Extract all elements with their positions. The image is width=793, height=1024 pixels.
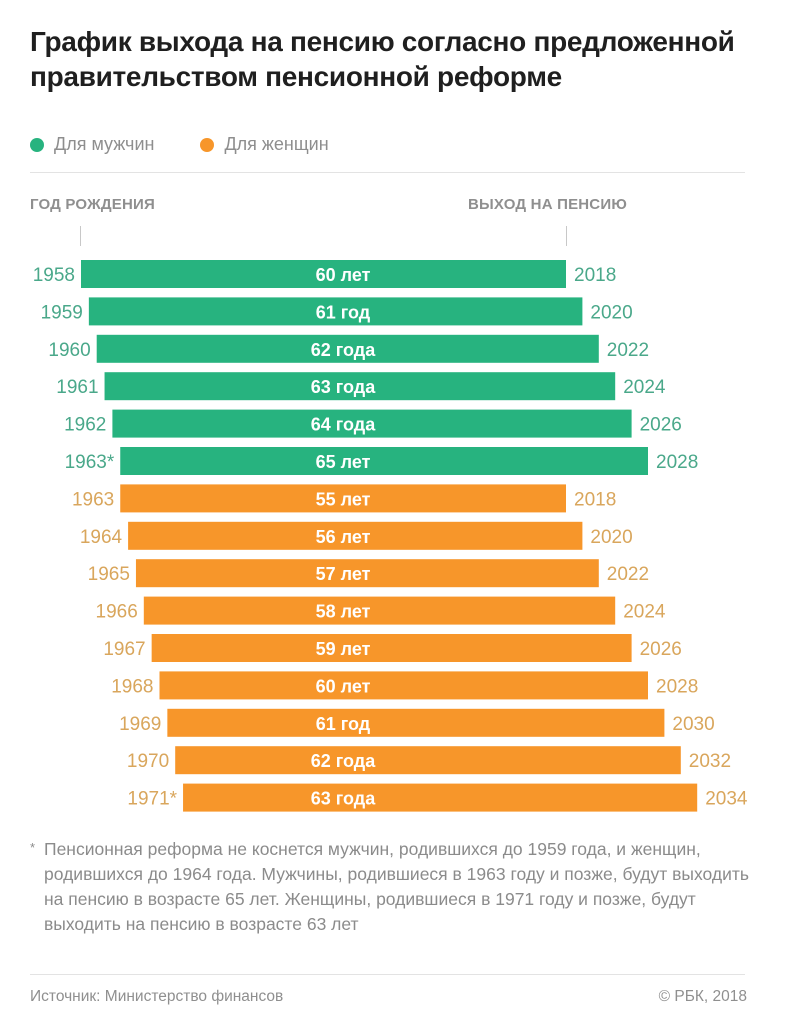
bar-row-women-1968: 1968 60 лет 2028 — [111, 671, 698, 700]
birth-year-label: 1961 — [56, 377, 98, 398]
header-retirement: ВЫХОД НА ПЕНСИЮ — [468, 196, 627, 213]
bar-women-1964 — [128, 521, 583, 550]
bar-row-men-1963: 1963* 65 лет 2028 — [65, 447, 698, 475]
footnote-text: Пенсионная реформа не коснется мужчин, р… — [44, 839, 750, 934]
bar-women-1963 — [120, 484, 566, 513]
birth-year-label: 1959 — [41, 302, 83, 323]
retirement-year-label: 2028 — [656, 452, 698, 473]
age-label: 62 года — [311, 751, 376, 771]
legend-item-women: Для женщин — [200, 134, 329, 155]
bar-men-1958 — [81, 260, 566, 288]
bar-row-women-1964: 1964 56 лет 2020 — [80, 521, 633, 550]
chart-title: График выхода на пенсию согласно предлож… — [30, 26, 735, 92]
birth-year-label: 1968 — [111, 676, 153, 697]
bar-row-women-1965: 1965 57 лет 2022 — [88, 559, 649, 588]
bar-row-men-1962: 1962 64 года 2026 — [64, 409, 682, 438]
bar-row-men-1960: 1960 62 года 2022 — [48, 334, 649, 363]
retirement-year-label: 2022 — [607, 564, 649, 585]
birth-year-label: 1960 — [48, 340, 90, 361]
retirement-year-label: 2018 — [574, 265, 616, 286]
birth-year-label: 1967 — [103, 639, 145, 660]
bar-row-women-1967: 1967 59 лет 2026 — [103, 634, 682, 662]
retirement-year-label: 2024 — [623, 377, 666, 398]
bar-row-women-1970: 1970 62 года 2032 — [127, 746, 731, 775]
legend-label-men: Для мужчин — [54, 134, 155, 154]
tick-birth — [80, 226, 81, 246]
retirement-year-label: 2034 — [705, 789, 748, 810]
bar-women-1970 — [175, 746, 681, 775]
retirement-year-label: 2022 — [607, 340, 649, 361]
birth-year-label: 1965 — [88, 564, 130, 585]
header-birth-year: ГОД РОЖДЕНИЯ — [30, 196, 155, 213]
retirement-year-label: 2026 — [640, 415, 682, 436]
bar-row-women-1966: 1966 58 лет 2024 — [96, 596, 666, 625]
age-label: 65 лет — [316, 452, 371, 472]
legend: Для мужчин Для женщин — [30, 134, 329, 155]
age-label: 60 лет — [316, 265, 371, 285]
legend-item-men: Для мужчин — [30, 134, 154, 155]
bar-row-men-1959: 1959 61 год 2020 — [41, 297, 633, 326]
bar-men-1960 — [96, 334, 599, 363]
bar-row-women-1963: 1963 55 лет 2018 — [72, 484, 616, 513]
retirement-year-label: 2028 — [656, 676, 698, 697]
birth-year-label: 1958 — [33, 265, 75, 286]
retirement-year-label: 2024 — [623, 602, 666, 623]
retirement-year-label: 2018 — [574, 489, 616, 510]
retirement-year-label: 2030 — [672, 714, 714, 735]
bar-row-men-1961: 1961 63 года 2024 — [56, 372, 666, 401]
retirement-year-label: 2020 — [590, 527, 632, 548]
legend-dot-men-icon — [30, 137, 44, 152]
age-label: 57 лет — [316, 564, 371, 584]
divider-bottom — [30, 974, 745, 975]
tick-retirement — [566, 226, 567, 246]
age-label: 63 года — [311, 377, 376, 397]
footnote-marker: * — [30, 840, 36, 855]
legend-label-women: Для женщин — [224, 134, 329, 154]
age-label: 56 лет — [316, 527, 371, 547]
age-label: 61 год — [316, 302, 371, 322]
chart-plot: 1958 60 лет 2018 1959 61 год 2020 1960 62 года 2… — [33, 260, 748, 812]
retirement-year-label: 2032 — [689, 751, 731, 772]
bar-men-1963 — [120, 447, 648, 475]
source-text: Источник: Министерство финансов — [30, 988, 284, 1005]
bar-women-1965 — [135, 559, 599, 588]
birth-year-label: 1966 — [96, 602, 138, 623]
age-label: 58 лет — [316, 602, 371, 622]
age-label: 61 год — [316, 714, 371, 734]
age-label: 63 года — [311, 789, 376, 809]
bar-women-1969 — [167, 708, 665, 737]
copyright-text: © РБК, 2018 — [658, 988, 747, 1005]
birth-year-label: 1963* — [65, 452, 115, 473]
birth-year-label: 1971* — [127, 789, 177, 810]
bar-men-1959 — [88, 297, 583, 326]
age-label: 60 лет — [316, 676, 371, 696]
retirement-year-label: 2020 — [590, 302, 632, 323]
birth-year-label: 1970 — [127, 751, 169, 772]
age-label: 55 лет — [316, 489, 371, 509]
birth-year-label: 1963 — [72, 489, 114, 510]
bar-row-women-1969: 1969 61 год 2030 — [119, 708, 715, 737]
retirement-year-label: 2026 — [640, 639, 682, 660]
birth-year-label: 1962 — [64, 415, 106, 436]
bar-women-1968 — [159, 671, 648, 700]
bar-women-1966 — [143, 596, 616, 625]
age-label: 64 года — [311, 415, 376, 435]
bar-men-1961 — [104, 372, 616, 401]
bar-row-women-1971: 1971* 63 года 2034 — [127, 783, 748, 812]
legend-dot-women-icon — [200, 137, 215, 152]
bar-men-1962 — [112, 409, 632, 438]
bar-women-1971 — [183, 783, 698, 812]
birth-year-label: 1964 — [80, 527, 123, 548]
divider-top — [30, 172, 745, 173]
bar-row-men-1958: 1958 60 лет 2018 — [33, 260, 616, 288]
age-label: 62 года — [311, 340, 376, 360]
footnote: * Пенсионная реформа не коснется мужчин,… — [30, 837, 760, 937]
birth-year-label: 1969 — [119, 714, 161, 735]
age-label: 59 лет — [316, 639, 371, 659]
bar-women-1967 — [151, 634, 632, 662]
